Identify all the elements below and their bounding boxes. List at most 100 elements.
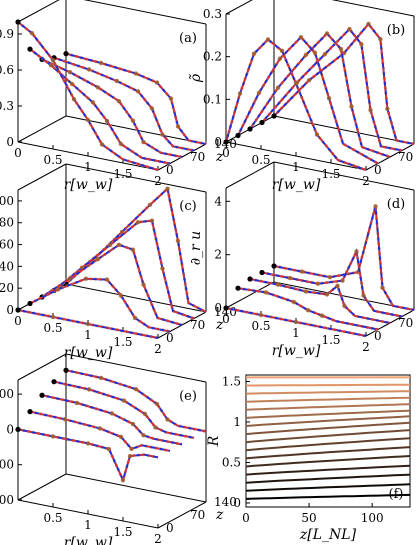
data-point bbox=[265, 37, 271, 42]
series-line-red bbox=[41, 243, 183, 326]
series-line-red bbox=[41, 58, 183, 158]
x-tick-label: 2 bbox=[154, 532, 162, 545]
y-tick-label: 0 bbox=[6, 303, 14, 317]
series-line bbox=[245, 396, 411, 403]
box-edge bbox=[17, 0, 60, 23]
series-line bbox=[245, 483, 411, 492]
data-point bbox=[279, 48, 285, 53]
series-line bbox=[245, 415, 411, 427]
plot-frame bbox=[245, 374, 411, 508]
data-point bbox=[319, 313, 325, 318]
y-tick-label: 0.9 bbox=[0, 27, 14, 41]
data-point-start bbox=[223, 139, 229, 145]
series-line-red bbox=[273, 206, 415, 311]
data-point bbox=[275, 282, 281, 287]
data-point-start bbox=[247, 276, 253, 282]
data-point bbox=[99, 142, 105, 147]
data-point bbox=[98, 375, 104, 381]
series-line-red bbox=[273, 22, 415, 145]
data-point bbox=[83, 276, 89, 281]
series-line-red bbox=[249, 32, 391, 158]
x-axis-label: r[w_w] bbox=[64, 535, 113, 545]
data-point bbox=[48, 63, 54, 68]
x-axis-label: r[w_w] bbox=[272, 177, 321, 193]
series-line-red bbox=[225, 38, 367, 171]
series-line bbox=[245, 429, 411, 444]
panel-label: (e) bbox=[179, 389, 197, 404]
box-edge bbox=[273, 161, 415, 191]
data-point bbox=[121, 398, 127, 403]
data-point bbox=[322, 51, 328, 57]
data-point bbox=[86, 387, 92, 392]
panel-d: 00.511.52024140700r[w_w]∂_r uz(d) bbox=[188, 161, 415, 359]
z-tick-label: 70 bbox=[398, 150, 413, 164]
y-tick-label: 500 bbox=[0, 387, 14, 401]
data-point-start bbox=[259, 119, 265, 126]
data-point bbox=[361, 293, 366, 298]
data-point bbox=[293, 319, 299, 325]
y-tick-label: 0 bbox=[6, 422, 14, 436]
data-point-start bbox=[15, 426, 21, 433]
series-line-orange bbox=[236, 35, 379, 165]
z-tick-label: 70 bbox=[190, 318, 205, 332]
x-tick-label: 0 bbox=[222, 312, 230, 326]
data-point bbox=[130, 247, 136, 252]
panel-label: (c) bbox=[179, 199, 196, 214]
data-point bbox=[153, 425, 158, 430]
box-edge bbox=[17, 473, 67, 501]
x-tick-label: 0.5 bbox=[43, 321, 62, 335]
x-tick-label: 0 bbox=[14, 314, 22, 328]
data-point bbox=[385, 106, 390, 112]
data-point-start bbox=[27, 46, 33, 52]
x-tick-label: 0 bbox=[14, 146, 22, 160]
data-point bbox=[106, 446, 112, 452]
x-tick-label: 1.5 bbox=[321, 167, 340, 181]
x-tick-label: 1 bbox=[84, 328, 92, 342]
data-point bbox=[256, 90, 262, 95]
z-axis-label: z bbox=[215, 317, 224, 333]
x-tick-label: 2 bbox=[154, 342, 162, 356]
data-point bbox=[168, 96, 174, 101]
data-point-start bbox=[235, 285, 241, 291]
y-tick-label: 4 bbox=[214, 194, 222, 208]
data-point-start bbox=[27, 300, 33, 307]
data-point bbox=[314, 132, 320, 137]
data-point bbox=[340, 278, 345, 283]
x-tick-label: 50 bbox=[301, 511, 316, 525]
data-point bbox=[303, 289, 309, 294]
data-point bbox=[305, 307, 311, 313]
data-point bbox=[312, 50, 318, 55]
data-point bbox=[85, 441, 91, 446]
y-tick-label: 40 bbox=[0, 259, 14, 273]
data-point bbox=[142, 411, 148, 417]
data-point bbox=[71, 97, 77, 102]
series-line-red bbox=[237, 36, 379, 165]
x-axis-label: r[w_w] bbox=[64, 177, 113, 193]
data-point bbox=[130, 118, 136, 124]
z-tick-label: 0 bbox=[166, 163, 174, 177]
series-line-red bbox=[17, 21, 159, 171]
series-line bbox=[245, 473, 411, 484]
box-edge bbox=[65, 473, 207, 503]
y-tick-label: 0 bbox=[6, 135, 14, 149]
z-tick-label: 70 bbox=[190, 150, 205, 164]
x-tick-label: 0.5 bbox=[251, 153, 270, 167]
y-axis-label: ρ̃ bbox=[188, 73, 204, 83]
data-point-start bbox=[271, 113, 277, 119]
box-edge bbox=[17, 353, 67, 381]
y-tick-label: 0 bbox=[214, 135, 222, 149]
data-point bbox=[275, 85, 281, 90]
data-point bbox=[120, 477, 126, 483]
data-point bbox=[141, 433, 146, 438]
data-point bbox=[86, 67, 92, 72]
data-point bbox=[154, 401, 160, 407]
data-point bbox=[97, 426, 103, 431]
series-line bbox=[245, 464, 411, 476]
z-tick-label: 0 bbox=[374, 163, 382, 177]
data-point bbox=[50, 314, 56, 320]
x-tick-label: 1 bbox=[84, 160, 92, 174]
data-point bbox=[175, 238, 181, 244]
